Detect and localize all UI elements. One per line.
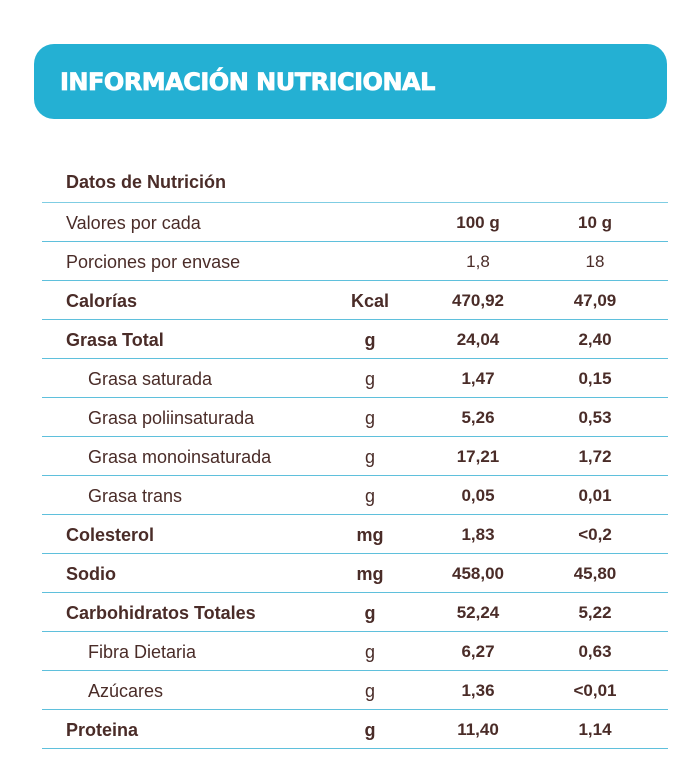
value-per-10g: 47,09	[573, 291, 617, 310]
table-heading: Datos de Nutrición	[66, 172, 227, 192]
value-per-100g: 1,36	[461, 681, 495, 700]
row-label: Grasa poliinsaturada	[88, 408, 255, 428]
value-per-10g: 0,53	[578, 408, 612, 427]
value-per-100g: 458,00	[452, 564, 504, 583]
table-row: Calorías Kcal 470,92 47,09	[42, 281, 668, 320]
row-unit: g	[364, 681, 375, 701]
value-per-10g: 5,22	[578, 603, 612, 622]
row-unit: g	[364, 720, 376, 740]
row-unit: g	[364, 369, 375, 389]
page-title: INFORMACIÓN NUTRICIONAL	[60, 68, 436, 97]
value-per-10g: <0,01	[573, 681, 617, 700]
value-per-100g: 1,8	[466, 252, 490, 271]
table-row: Grasa trans g 0,05 0,01	[42, 476, 668, 515]
row-label: Carbohidratos Totales	[66, 603, 256, 623]
row-unit: mg	[356, 564, 384, 584]
value-per-100g: 11,40	[457, 720, 499, 739]
table-row: Carbohidratos Totales g 52,24 5,22	[42, 593, 668, 632]
value-per-10g: 18	[585, 252, 605, 271]
value-per-10g: <0,2	[578, 525, 612, 544]
table-row: Proteina g 11,40 1,14	[42, 710, 668, 749]
value-per-10g: 0,63	[578, 642, 612, 661]
row-unit: g	[364, 603, 376, 623]
row-label: Azúcares	[88, 681, 164, 701]
value-per-100g: 470,92	[452, 291, 504, 310]
row-label: Grasa saturada	[88, 369, 213, 389]
row-unit: g	[364, 408, 375, 428]
table-row: Sodio mg 458,00 45,80	[42, 554, 668, 593]
nutrition-table: Valores por cada 100 g 10 g Porciones por e…	[42, 202, 668, 749]
value-per-10g: 0,01	[578, 486, 612, 505]
value-per-100g: 24,04	[456, 330, 500, 349]
row-unit: g	[364, 447, 375, 467]
table-row: Fibra Dietaria g 6,27 0,63	[42, 632, 668, 671]
row-unit: g	[364, 486, 375, 506]
value-per-100g: 52,24	[456, 603, 500, 622]
value-per-10g: 10 g	[577, 213, 613, 232]
value-per-100g: 5,26	[461, 408, 495, 427]
value-per-100g: 17,21	[456, 447, 500, 466]
value-per-10g: 1,72	[578, 447, 612, 466]
row-label: Sodio	[66, 564, 116, 584]
row-unit: Kcal	[350, 291, 390, 311]
table-row: Grasa poliinsaturada g 5,26 0,53	[42, 398, 668, 437]
row-label: Valores por cada	[66, 213, 201, 233]
value-per-100g: 1,47	[461, 369, 495, 388]
row-label: Proteina	[66, 720, 139, 740]
title-banner: INFORMACIÓN NUTRICIONAL	[34, 44, 667, 119]
row-label: Porciones por envase	[66, 252, 241, 272]
table-row: Valores por cada 100 g 10 g	[42, 203, 668, 242]
table-row: Colesterol mg 1,83 <0,2	[42, 515, 668, 554]
value-per-100g: 100 g	[456, 213, 500, 232]
row-label: Grasa monoinsaturada	[88, 447, 272, 467]
table-row: Grasa saturada g 1,47 0,15	[42, 359, 668, 398]
table-row: Azúcares g 1,36 <0,01	[42, 671, 668, 710]
row-unit: mg	[356, 525, 384, 545]
row-label: Grasa trans	[88, 486, 183, 506]
value-per-100g: 0,05	[461, 486, 495, 505]
value-per-100g: 1,83	[461, 525, 495, 544]
value-per-10g: 1,14	[578, 720, 612, 739]
value-per-10g: 45,80	[573, 564, 617, 583]
row-unit: g	[364, 642, 375, 662]
row-label: Fibra Dietaria	[88, 642, 197, 662]
value-per-100g: 6,27	[461, 642, 495, 661]
value-per-10g: 2,40	[578, 330, 612, 349]
value-per-10g: 0,15	[578, 369, 612, 388]
row-label: Colesterol	[66, 525, 155, 545]
row-label: Calorías	[66, 291, 138, 311]
table-row: Grasa monoinsaturada g 17,21 1,72	[42, 437, 668, 476]
table-row: Grasa Total g 24,04 2,40	[42, 320, 668, 359]
table-row: Porciones por envase 1,8 18	[42, 242, 668, 281]
row-label: Grasa Total	[66, 330, 164, 350]
row-unit: g	[364, 330, 376, 350]
